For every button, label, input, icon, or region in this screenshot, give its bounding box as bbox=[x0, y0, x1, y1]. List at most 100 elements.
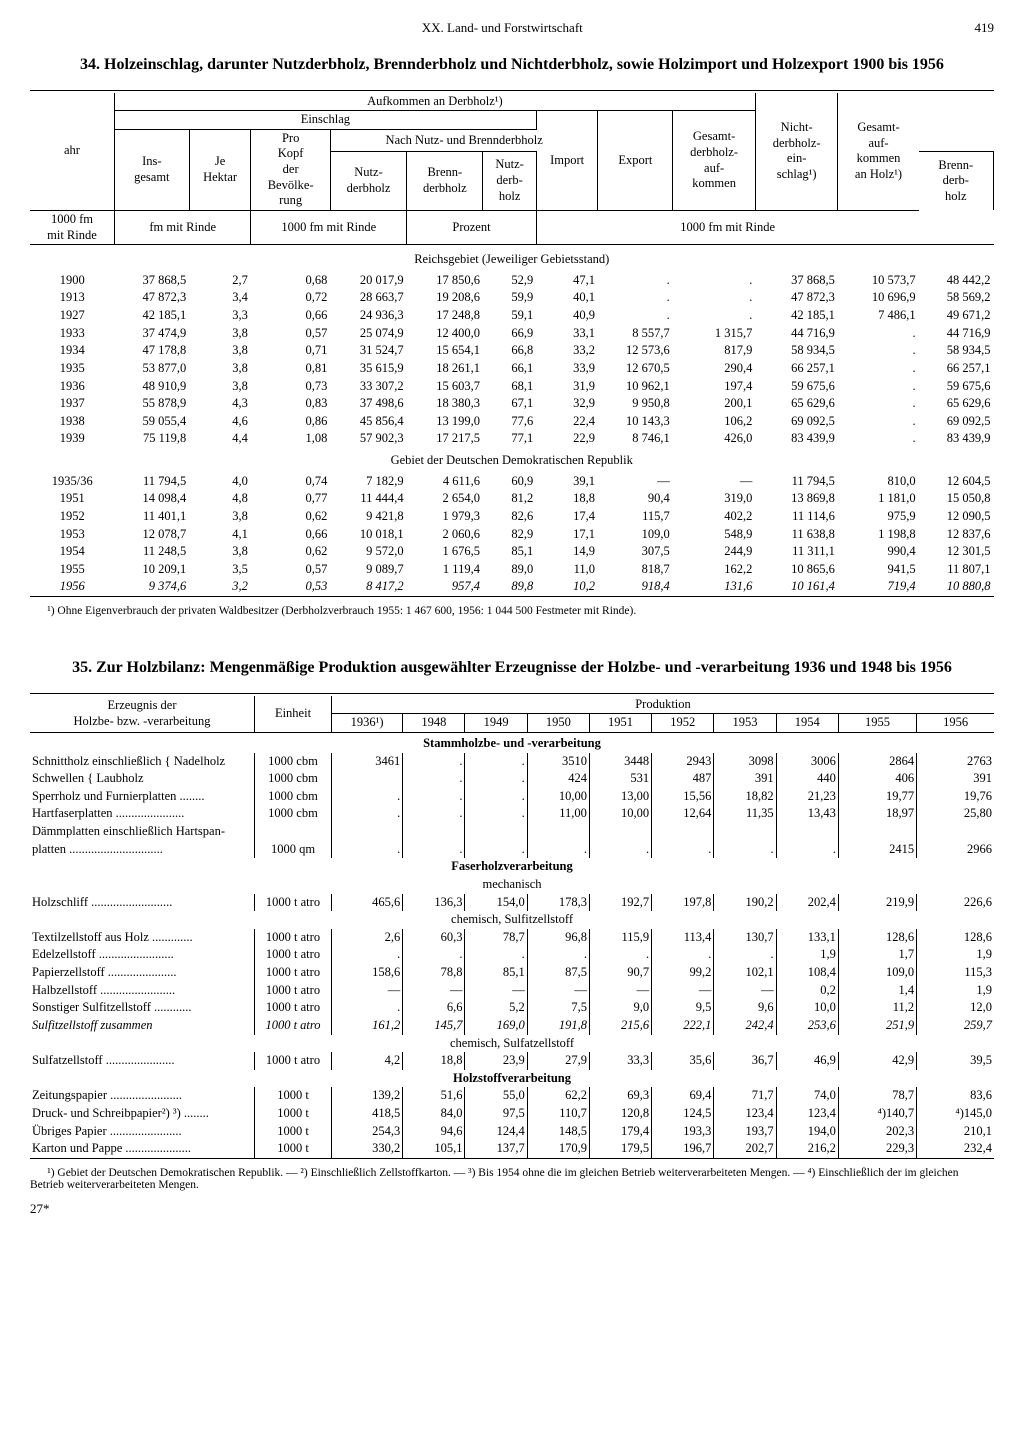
table-row: Holzschliff ..........................10… bbox=[30, 894, 994, 912]
cell: 36,7 bbox=[714, 1052, 776, 1070]
cell: 179,5 bbox=[589, 1140, 651, 1158]
cell: 9,0 bbox=[589, 999, 651, 1017]
cell: 12,64 bbox=[652, 805, 714, 823]
cell: 4,0 bbox=[189, 473, 251, 491]
cell: 110,7 bbox=[527, 1105, 589, 1123]
cell: 1,9 bbox=[917, 982, 994, 1000]
cell: 1000 t bbox=[255, 1140, 332, 1158]
cell: 216,2 bbox=[776, 1140, 838, 1158]
cell: 25 074,9 bbox=[330, 325, 406, 343]
cell: 391 bbox=[917, 770, 994, 788]
cell: 37 474,9 bbox=[114, 325, 189, 343]
cell: 3006 bbox=[776, 753, 838, 771]
unit1: 1000 fm mit Rinde bbox=[30, 210, 114, 244]
cell: Sulfatzellstoff ...................... bbox=[30, 1052, 255, 1070]
cell: . bbox=[332, 841, 403, 859]
table-row: 193337 474,93,80,5725 074,912 400,066,93… bbox=[30, 325, 994, 343]
unit2: fm mit Rinde bbox=[114, 210, 250, 244]
cell: 13 869,8 bbox=[755, 490, 838, 508]
s2b-label: chemisch, Sulfitzellstoff bbox=[30, 911, 994, 929]
cell: Holzschliff .......................... bbox=[30, 894, 255, 912]
cell: 3,5 bbox=[189, 561, 251, 579]
cell: . bbox=[838, 430, 919, 448]
col-import: Import bbox=[536, 111, 598, 211]
cell bbox=[589, 823, 651, 841]
cell: 89,0 bbox=[483, 561, 536, 579]
cell: 109,0 bbox=[838, 964, 916, 982]
cell: 402,2 bbox=[673, 508, 756, 526]
cell: 254,3 bbox=[332, 1123, 403, 1141]
cell: 58 569,2 bbox=[919, 289, 994, 307]
cell: . bbox=[838, 342, 919, 360]
cell: 162,2 bbox=[673, 561, 756, 579]
cell: 4,1 bbox=[189, 526, 251, 544]
cell: 406 bbox=[838, 770, 916, 788]
cell: 1935/36 bbox=[30, 473, 114, 491]
cell: 18,8 bbox=[403, 1052, 465, 1070]
cell: 0,62 bbox=[251, 508, 330, 526]
cell: 0,62 bbox=[251, 543, 330, 561]
cell: 1,7 bbox=[838, 946, 916, 964]
cell: 548,9 bbox=[673, 526, 756, 544]
cell: 40,1 bbox=[536, 289, 598, 307]
cell: 66,9 bbox=[483, 325, 536, 343]
cell: 990,4 bbox=[838, 543, 919, 561]
cell: 90,7 bbox=[589, 964, 651, 982]
cell: Karton und Pappe ..................... bbox=[30, 1140, 255, 1158]
cell: 1000 t atro bbox=[255, 1017, 332, 1035]
cell: — bbox=[714, 982, 776, 1000]
cell: 65 629,6 bbox=[919, 395, 994, 413]
cell: 37 868,5 bbox=[755, 272, 838, 290]
cell: 77,6 bbox=[483, 413, 536, 431]
cell: 11 807,1 bbox=[919, 561, 994, 579]
cell: . bbox=[589, 946, 651, 964]
cell: 251,9 bbox=[838, 1017, 916, 1035]
cell: 219,9 bbox=[838, 894, 916, 912]
cell: 57 902,3 bbox=[330, 430, 406, 448]
col-gesamtauf: Gesamt- auf- kommen an Holz¹) bbox=[838, 93, 919, 211]
cell: 59 675,6 bbox=[919, 378, 994, 396]
cell: — bbox=[673, 473, 756, 491]
cell: 0,2 bbox=[776, 982, 838, 1000]
cell: 1000 cbm bbox=[255, 805, 332, 823]
cell: 307,5 bbox=[598, 543, 673, 561]
cell: 11 794,5 bbox=[114, 473, 189, 491]
cell: 115,3 bbox=[917, 964, 994, 982]
cell: 75 119,8 bbox=[114, 430, 189, 448]
cell: 818,7 bbox=[598, 561, 673, 579]
cell: 9 421,8 bbox=[330, 508, 406, 526]
cell: 531 bbox=[589, 770, 651, 788]
cell: 957,4 bbox=[407, 578, 483, 596]
cell: . bbox=[838, 413, 919, 431]
cell: 17,1 bbox=[536, 526, 598, 544]
cell bbox=[917, 823, 994, 841]
cell: 71,7 bbox=[714, 1087, 776, 1105]
col-nutzdh: Nutz- derb- holz bbox=[483, 151, 536, 210]
cell: 20 017,9 bbox=[330, 272, 406, 290]
cell: 1,9 bbox=[917, 946, 994, 964]
cell: . bbox=[332, 946, 403, 964]
cell: 0,81 bbox=[251, 360, 330, 378]
cell: 12 400,0 bbox=[407, 325, 483, 343]
cell: . bbox=[332, 999, 403, 1017]
cell: 47,1 bbox=[536, 272, 598, 290]
cell: . bbox=[838, 378, 919, 396]
cell: . bbox=[838, 395, 919, 413]
table34-title: 34. Holzeinschlag, darunter Nutzderbholz… bbox=[30, 54, 994, 76]
cell: 290,4 bbox=[673, 360, 756, 378]
cell: 259,7 bbox=[917, 1017, 994, 1035]
cell: 66,8 bbox=[483, 342, 536, 360]
table-row: 193755 878,94,30,8337 498,618 380,367,13… bbox=[30, 395, 994, 413]
cell: 35 615,9 bbox=[330, 360, 406, 378]
col-brennd: Brenn- derbholz bbox=[407, 151, 483, 210]
cell: 11 638,8 bbox=[755, 526, 838, 544]
cell: 139,2 bbox=[332, 1087, 403, 1105]
cell: 0,73 bbox=[251, 378, 330, 396]
cell: 1936 bbox=[30, 378, 114, 396]
cell: 10,00 bbox=[589, 805, 651, 823]
cell: 10 880,8 bbox=[919, 578, 994, 596]
cell: 0,71 bbox=[251, 342, 330, 360]
cell: 28 663,7 bbox=[330, 289, 406, 307]
cell: 1 315,7 bbox=[673, 325, 756, 343]
cell: 202,4 bbox=[776, 894, 838, 912]
